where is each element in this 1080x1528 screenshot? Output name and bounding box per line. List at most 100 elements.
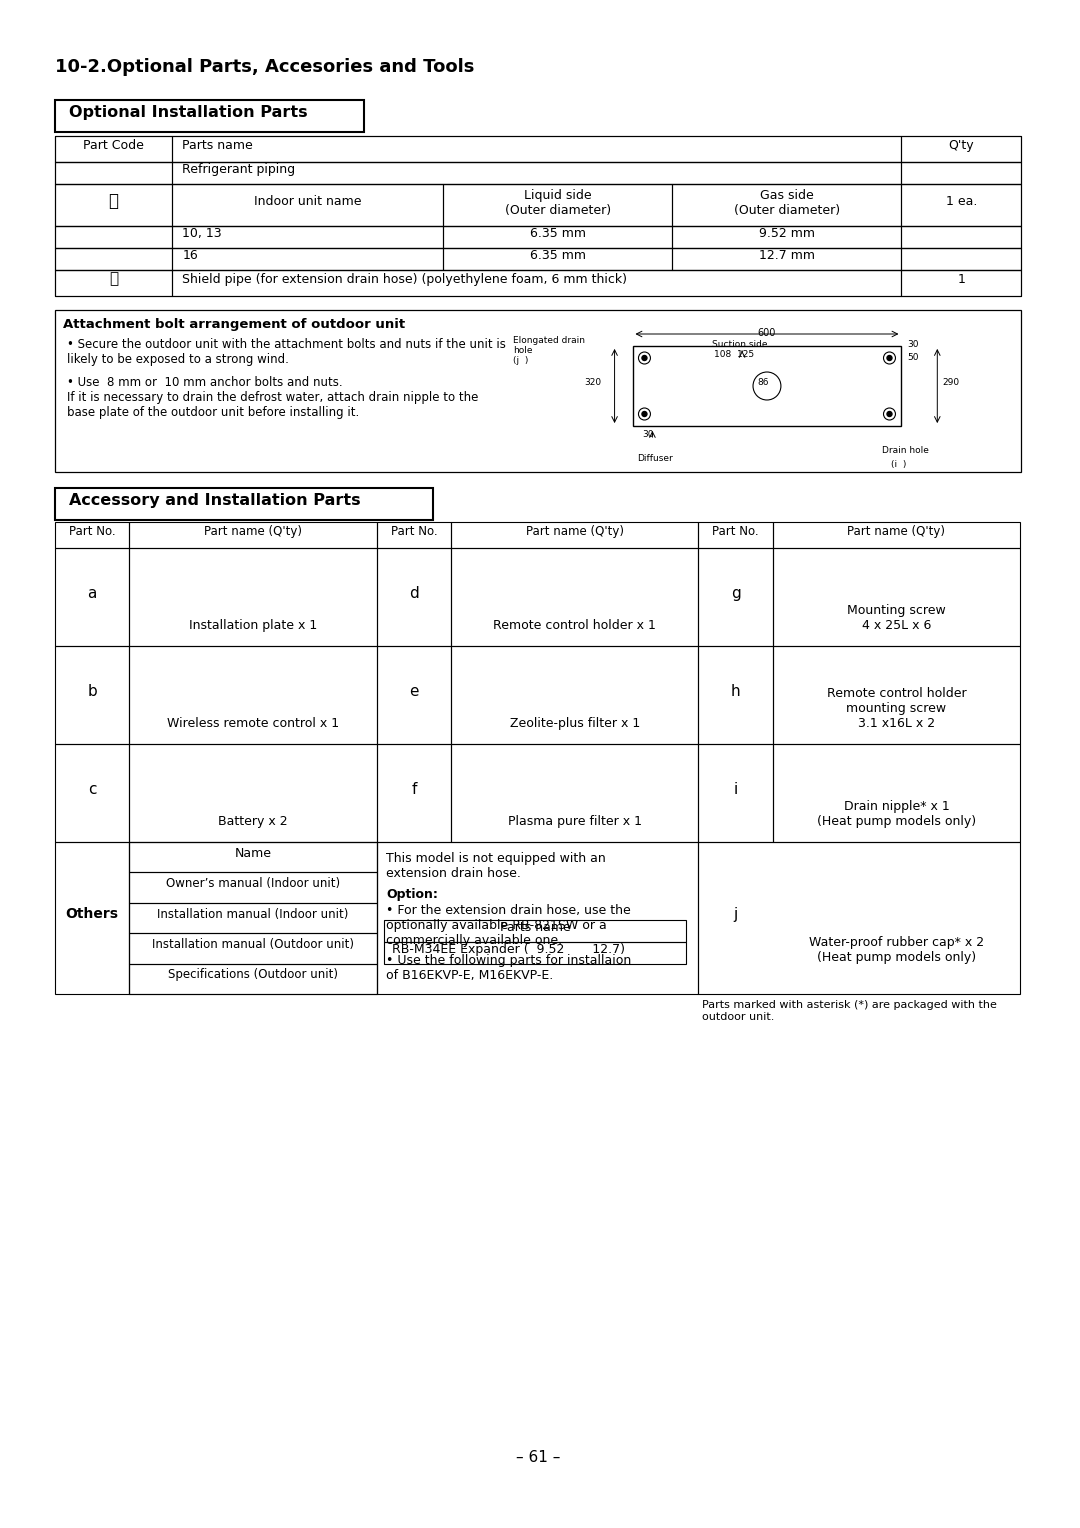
Text: Part name (Q'ty): Part name (Q'ty): [526, 524, 624, 538]
Bar: [773, 549, 1020, 646]
Text: Name: Name: [234, 847, 271, 860]
Bar: [673, 183, 902, 226]
Bar: [173, 226, 443, 248]
Text: ⓑ: ⓑ: [109, 272, 118, 287]
Bar: [55, 162, 173, 183]
Bar: [55, 744, 130, 842]
Text: This model is not equipped with an
extension drain hose.: This model is not equipped with an exten…: [387, 853, 606, 880]
Text: Q'ty: Q'ty: [948, 139, 974, 151]
Bar: [130, 903, 377, 934]
Bar: [55, 523, 130, 549]
Bar: [55, 136, 1021, 162]
Text: Gas side: Gas side: [760, 188, 813, 202]
Text: • For the extension drain hose, use the
optionally available RB-821SW or a
comme: • For the extension drain hose, use the …: [387, 905, 631, 947]
Bar: [451, 744, 699, 842]
Bar: [443, 248, 673, 270]
Bar: [173, 270, 902, 296]
Text: Others: Others: [66, 908, 119, 921]
Text: Parts name: Parts name: [183, 139, 253, 151]
Text: Drain nipple* x 1
(Heat pump models only): Drain nipple* x 1 (Heat pump models only…: [816, 801, 976, 828]
Text: 12.7 mm: 12.7 mm: [759, 249, 815, 261]
Text: Refrigerant piping: Refrigerant piping: [183, 162, 296, 176]
Bar: [377, 549, 451, 646]
Text: d: d: [409, 585, 419, 601]
Text: 320: 320: [584, 377, 602, 387]
Text: 600: 600: [758, 329, 777, 338]
Bar: [443, 183, 673, 226]
Bar: [451, 646, 699, 744]
Bar: [173, 183, 443, 226]
Text: h: h: [731, 683, 741, 698]
Text: 16: 16: [183, 249, 198, 261]
Text: Installation plate x 1: Installation plate x 1: [189, 619, 318, 633]
Text: i: i: [733, 781, 738, 796]
Bar: [902, 270, 1021, 296]
Text: Installation manual (Outdoor unit): Installation manual (Outdoor unit): [152, 938, 354, 950]
Text: Water-proof rubber cap* x 2
(Heat pump models only): Water-proof rubber cap* x 2 (Heat pump m…: [809, 937, 984, 964]
Bar: [377, 744, 451, 842]
Text: • Use the following parts for installaion
of B16EKVP-E, M16EKVP-E.: • Use the following parts for installaio…: [387, 953, 632, 983]
Bar: [55, 842, 130, 995]
Bar: [377, 646, 451, 744]
Bar: [173, 136, 902, 162]
Text: (i  ): (i ): [891, 460, 907, 469]
Bar: [55, 487, 433, 520]
Text: Parts name: Parts name: [500, 920, 570, 934]
Circle shape: [887, 411, 892, 417]
Text: 10-2.Optional Parts, Accesories and Tools: 10-2.Optional Parts, Accesories and Tool…: [55, 58, 474, 76]
Circle shape: [642, 356, 647, 361]
Bar: [130, 549, 377, 646]
Text: 50: 50: [907, 353, 919, 362]
Text: Attachment bolt arrangement of outdoor unit: Attachment bolt arrangement of outdoor u…: [63, 318, 405, 332]
Bar: [130, 872, 377, 903]
Text: (j  ): (j ): [513, 356, 528, 365]
Bar: [173, 248, 443, 270]
Bar: [699, 523, 773, 549]
Text: Part No.: Part No.: [713, 524, 759, 538]
Text: Remote control holder
mounting screw
3.1 x16L x 2: Remote control holder mounting screw 3.1…: [826, 688, 967, 730]
Bar: [773, 744, 1020, 842]
Text: 30: 30: [907, 341, 919, 348]
Bar: [55, 183, 1021, 226]
Bar: [902, 162, 1021, 183]
Text: hole: hole: [513, 345, 532, 354]
Text: b: b: [87, 683, 97, 698]
Bar: [130, 842, 377, 995]
Bar: [55, 248, 173, 270]
Text: Indoor unit name: Indoor unit name: [254, 194, 362, 208]
Bar: [902, 248, 1021, 270]
Text: 1: 1: [957, 272, 966, 286]
Text: 30: 30: [643, 429, 654, 439]
Text: Part name (Q'ty): Part name (Q'ty): [848, 524, 945, 538]
Text: • Secure the outdoor unit with the attachment bolts and nuts if the unit is
like: • Secure the outdoor unit with the attac…: [67, 338, 505, 367]
Bar: [55, 270, 173, 296]
Bar: [173, 162, 902, 183]
Text: Ⓨ: Ⓨ: [109, 193, 119, 209]
Bar: [130, 646, 377, 744]
Bar: [377, 523, 451, 549]
Bar: [130, 934, 377, 964]
Text: Liquid side: Liquid side: [524, 188, 592, 202]
Bar: [902, 136, 1021, 162]
Bar: [384, 920, 686, 941]
Bar: [55, 183, 173, 226]
Bar: [633, 345, 902, 426]
Bar: [773, 646, 1020, 744]
Text: 6.35 mm: 6.35 mm: [530, 226, 585, 240]
Bar: [130, 842, 377, 872]
Text: Drain hole: Drain hole: [881, 446, 929, 455]
Text: g: g: [731, 585, 741, 601]
Bar: [699, 744, 773, 842]
Text: Diffuser: Diffuser: [637, 454, 673, 463]
Bar: [673, 248, 902, 270]
Text: Battery x 2: Battery x 2: [218, 814, 287, 828]
Text: j: j: [733, 906, 738, 921]
Bar: [55, 270, 1021, 296]
Text: Part name (Q'ty): Part name (Q'ty): [204, 524, 302, 538]
Text: (Outer diameter): (Outer diameter): [504, 203, 611, 217]
Bar: [130, 744, 377, 842]
Text: Part No.: Part No.: [69, 524, 116, 538]
Text: RB-M34EE Expander (  9.52       12.7): RB-M34EE Expander ( 9.52 12.7): [392, 943, 625, 955]
Text: Owner’s manual (Indoor unit): Owner’s manual (Indoor unit): [166, 877, 340, 891]
Text: Shield pipe (for extension drain hose) (polyethylene foam, 6 mm thick): Shield pipe (for extension drain hose) (…: [183, 272, 627, 286]
